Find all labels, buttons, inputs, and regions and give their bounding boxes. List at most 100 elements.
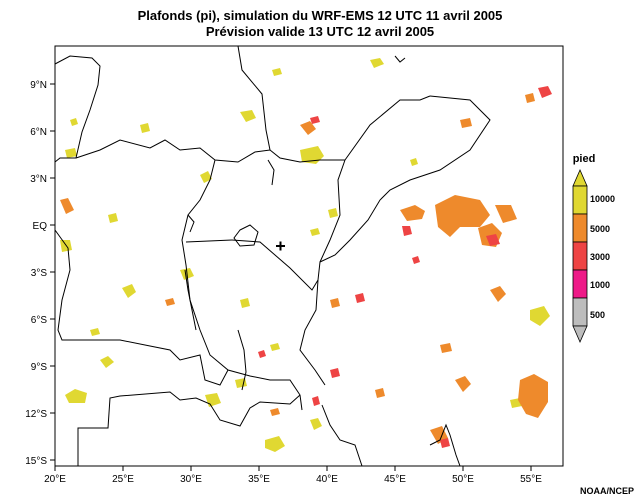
boundary-line	[54, 55, 101, 163]
boundary-line	[267, 159, 275, 186]
ceiling-patch	[495, 205, 517, 223]
legend-title: pied	[573, 153, 596, 165]
map-title: Plafonds (pi), simulation du WRF-EMS 12 …	[137, 8, 503, 23]
ceiling-patch	[410, 158, 418, 166]
ceiling-patch	[60, 198, 74, 214]
lon-label: 45°E	[384, 474, 406, 485]
ceiling-patch	[490, 286, 506, 302]
ceiling-patch	[400, 205, 425, 221]
legend-label: 1000	[590, 280, 610, 290]
boundary-line	[321, 404, 363, 467]
lat-label: 3°N	[30, 174, 47, 185]
lat-label: EQ	[33, 221, 48, 232]
ceiling-patch	[258, 350, 266, 358]
ceiling-patch	[310, 418, 322, 430]
boundary-line	[184, 269, 197, 331]
ceiling-patch	[165, 298, 175, 306]
ceiling-patch	[355, 293, 365, 303]
lon-label: 25°E	[112, 474, 134, 485]
lat-label: 6°S	[31, 315, 48, 326]
ceiling-patch	[530, 306, 550, 326]
lon-label: 30°E	[180, 474, 202, 485]
ceiling-patch	[310, 116, 320, 124]
ceiling-patch	[300, 121, 316, 135]
boundary-line	[429, 423, 461, 467]
map-subtitle: Prévision valide 13 UTC 12 avril 2005	[205, 24, 435, 39]
ceiling-patch	[265, 436, 285, 452]
ceiling-patch	[440, 438, 450, 448]
legend-arrow-bottom	[572, 325, 588, 343]
boundary-line	[181, 159, 303, 411]
map-boundaries	[54, 45, 491, 467]
ceiling-patch	[272, 68, 282, 76]
ceiling-patch	[402, 226, 412, 236]
ceiling-patches	[60, 58, 552, 452]
ceiling-patch	[486, 234, 500, 246]
legend-swatch	[572, 185, 588, 215]
ceiling-patch	[70, 118, 78, 126]
ceiling-patch	[440, 343, 452, 353]
lat-label: 15°S	[25, 456, 47, 467]
ceiling-patch	[538, 86, 552, 98]
boundary-line	[319, 159, 346, 263]
ceiling-patch	[300, 146, 324, 164]
ceiling-patch	[240, 298, 250, 308]
ceiling-patch	[455, 376, 471, 392]
ceiling-patch	[65, 148, 77, 158]
lat-label: 12°S	[25, 409, 47, 420]
boundary-line	[231, 239, 319, 291]
legend-swatch	[572, 213, 588, 243]
ceiling-patch	[65, 389, 87, 403]
legend: pied 10000 5000 3000 1000 500	[572, 153, 615, 343]
ceiling-patch	[310, 228, 320, 236]
boundary-line	[54, 229, 229, 386]
lat-label: 3°S	[31, 268, 48, 279]
ceiling-patch	[270, 408, 280, 416]
ceiling-patch	[90, 328, 100, 336]
lat-label: 6°N	[30, 127, 47, 138]
boundary-line	[394, 55, 406, 63]
lon-label: 55°E	[520, 474, 542, 485]
legend-colorbar	[572, 169, 588, 343]
ceiling-patch	[328, 208, 338, 218]
boundary-line	[237, 329, 247, 391]
legend-swatch	[572, 269, 588, 299]
ceiling-patch	[312, 396, 320, 406]
ceiling-patch	[370, 58, 384, 68]
ceiling-patch	[412, 256, 420, 264]
map-frame	[54, 45, 564, 467]
axis-ticks	[50, 83, 532, 471]
credit-label: NOAA/NCEP	[579, 486, 634, 496]
legend-label: 500	[590, 310, 605, 320]
legend-label: 5000	[590, 224, 610, 234]
lat-label: 9°N	[30, 80, 47, 91]
lon-label: 50°E	[452, 474, 474, 485]
boundary-line	[185, 239, 233, 243]
boundary-line	[237, 45, 271, 151]
ceiling-patch	[100, 356, 114, 368]
ceiling-patch	[525, 93, 535, 103]
legend-label: 3000	[590, 252, 610, 262]
ceiling-patch	[375, 388, 385, 398]
lon-label: 35°E	[248, 474, 270, 485]
latitude-labels: 9°N 6°N 3°N EQ 3°S 6°S 9°S 12°S 15°S	[25, 80, 47, 467]
ceiling-patch	[240, 110, 256, 122]
ceiling-patch	[270, 343, 280, 351]
boundary-line	[344, 95, 431, 161]
legend-labels: 10000 5000 3000 1000 500	[590, 194, 615, 320]
ceiling-patch	[200, 171, 212, 183]
lon-label: 20°E	[44, 474, 66, 485]
lat-label: 9°S	[31, 362, 48, 373]
lon-label: 40°E	[316, 474, 338, 485]
ceiling-patch	[435, 195, 490, 237]
boundary-line	[187, 214, 195, 233]
legend-label: 10000	[590, 194, 615, 204]
boundary-line	[77, 391, 301, 466]
airport-marker	[276, 241, 285, 251]
ceiling-patch	[518, 374, 548, 418]
legend-swatch	[572, 241, 588, 271]
ceiling-patch	[140, 123, 150, 133]
legend-swatch	[572, 297, 588, 327]
legend-arrow-top	[572, 169, 588, 187]
